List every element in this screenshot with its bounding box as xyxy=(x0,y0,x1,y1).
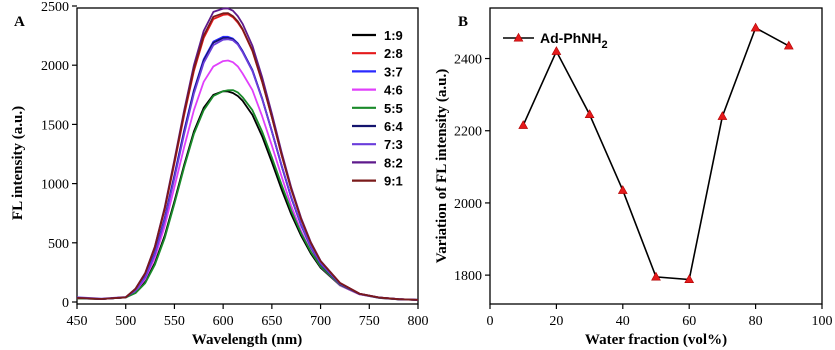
chart-a-series-line xyxy=(76,13,419,301)
chart-b-series-line xyxy=(522,26,790,281)
chart-a-series-line xyxy=(76,89,419,301)
panel-label-a: A xyxy=(14,14,25,30)
chart-a-x-tick-label: 450 xyxy=(67,314,88,329)
chart-b-x-tick-label: 100 xyxy=(812,314,833,329)
chart-b-y-tick-label: 2200 xyxy=(454,125,482,140)
chart-a-x-tick-label: 650 xyxy=(261,314,282,329)
chart-a-legend-label: 8:2 xyxy=(384,155,403,170)
chart-b-x-tick-label: 0 xyxy=(487,314,494,329)
chart-a-y-tick-label: 2000 xyxy=(41,59,69,74)
chart-b-data-point xyxy=(617,185,628,194)
chart-b-plot-area: 0 20 40 60 80 100 1800 2000 2200 2400 Ad-PhNH2 xyxy=(454,7,833,329)
chart-a-series-line xyxy=(76,90,419,301)
chart-a-legend-label: 4:6 xyxy=(384,83,403,98)
chart-b-legend-label: Ad-PhNH2 xyxy=(540,30,608,51)
chart-a-legend-label: 2:8 xyxy=(384,46,403,61)
chart-a-series-line xyxy=(76,12,419,301)
chart-a-y-tick-label: 1000 xyxy=(41,178,69,193)
chart-b-y-tick-label: 1800 xyxy=(454,269,482,284)
chart-b-data-point xyxy=(584,109,595,119)
chart-b-legend-subscript: 2 xyxy=(601,39,607,51)
chart-b-y-tick-label: 2400 xyxy=(454,53,482,68)
chart-a-legend-label: 1:9 xyxy=(384,28,403,43)
chart-a-legend-label: 5:5 xyxy=(384,101,403,116)
chart-a-x-tick-label: 500 xyxy=(115,314,136,329)
chart-a-legend-label: 6:4 xyxy=(384,119,404,134)
chart-a-series-line xyxy=(76,38,419,301)
chart-a-series-line xyxy=(76,35,419,301)
chart-b-x-tick-label: 20 xyxy=(549,314,563,329)
chart-a-y-axis-label: FL intensity (a.u.) xyxy=(10,106,26,220)
chart-b-y-axis-label: Variation of FL intensity (a.u.) xyxy=(434,69,450,263)
panel-label-b: B xyxy=(458,14,468,30)
chart-a-legend-label: 9:1 xyxy=(384,174,403,189)
chart-a-y-tick-label: 2500 xyxy=(41,0,69,15)
chart-a-x-tick-label: 550 xyxy=(164,314,185,329)
chart-b: B 0 20 40 60 80 100 1800 2000 2200 2400 Ad-PhNH2 W… xyxy=(434,7,833,348)
chart-b-frame xyxy=(489,7,823,305)
chart-a-x-tick-label: 750 xyxy=(359,314,380,329)
chart-a-plot-area: 450 500 550 600 650 700 750 800 0 500 1000 1500 2000… xyxy=(41,0,429,329)
chart-b-data-point xyxy=(750,22,761,32)
chart-b-data-point xyxy=(518,120,529,129)
chart-a-y-tick-label: 500 xyxy=(48,237,69,252)
chart-b-x-tick-label: 40 xyxy=(616,314,630,329)
chart-a-x-tick-label: 600 xyxy=(213,314,234,329)
chart-b-data-point xyxy=(783,40,794,50)
chart-b-data-point xyxy=(717,111,728,120)
chart-a-legend-label: 7:3 xyxy=(384,137,403,152)
chart-b-y-tick-label: 2000 xyxy=(454,197,482,212)
chart-b-x-tick-label: 60 xyxy=(682,314,696,329)
chart-b-legend: Ad-PhNH2 xyxy=(503,30,608,51)
chart-a-y-tick-label: 0 xyxy=(62,296,69,311)
chart-a-legend: 1:9 2:8 3:7 4:6 5:5 6:4 7:3 8:2 9:1 xyxy=(352,28,404,189)
chart-a-x-tick-label: 800 xyxy=(408,314,429,329)
chart-b-data-point xyxy=(651,271,661,281)
chart-b-data-point xyxy=(551,46,562,55)
chart-b-x-tick-label: 80 xyxy=(749,314,763,329)
chart-a-legend-label: 3:7 xyxy=(384,64,403,79)
chart-b-data-point xyxy=(684,274,695,283)
chart-a-series-line xyxy=(76,37,419,301)
chart-a: A 450 500 550 600 650 700 750 800 0 500 1000 1500 20… xyxy=(10,0,429,348)
chart-a-y-tick-label: 1500 xyxy=(41,118,69,133)
chart-a-x-tick-label: 700 xyxy=(310,314,331,329)
chart-b-x-axis-label: Water fraction (vol%) xyxy=(585,332,727,348)
chart-a-frame xyxy=(76,7,419,305)
chart-a-x-axis-label: Wavelength (nm) xyxy=(192,332,302,348)
chart-b-legend-swatch-marker xyxy=(513,32,524,42)
